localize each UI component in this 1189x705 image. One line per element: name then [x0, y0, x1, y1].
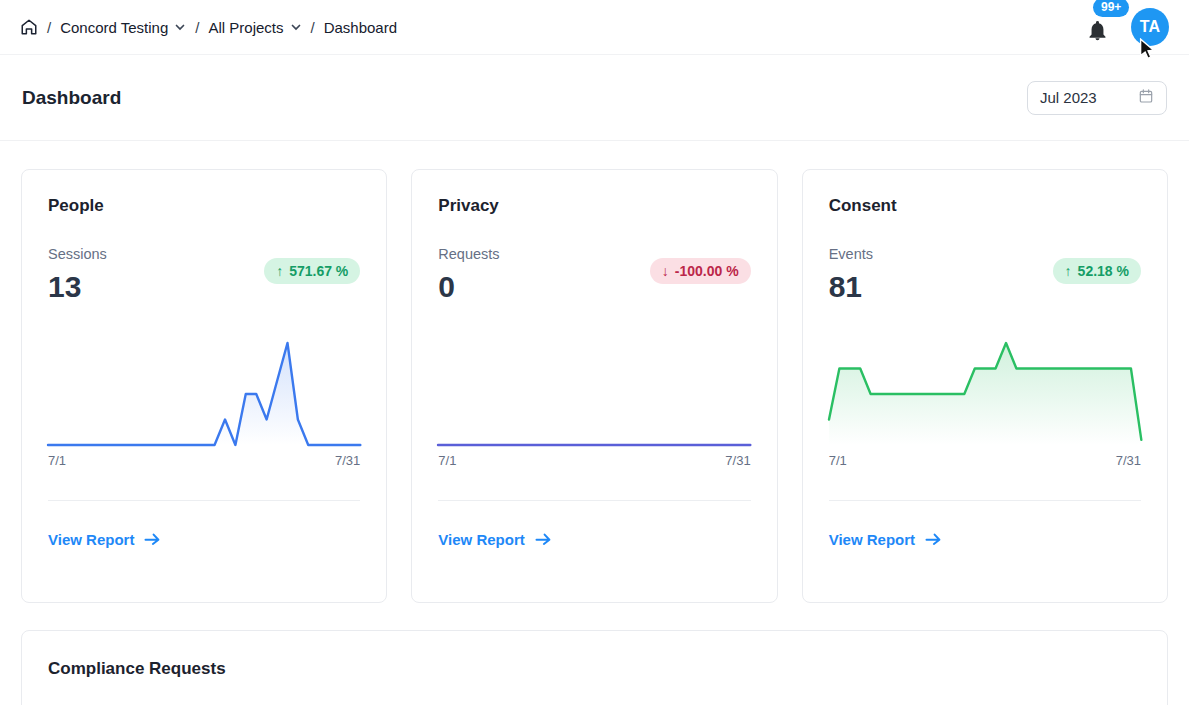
card-divider	[48, 500, 360, 501]
breadcrumb-item-organization[interactable]: Concord Testing	[60, 19, 186, 36]
calendar-icon	[1138, 88, 1154, 107]
arrow-right-icon	[144, 529, 161, 549]
breadcrumb-separator: /	[47, 19, 51, 36]
arrow-right-icon	[925, 529, 942, 549]
change-badge: ↑ 52.18 %	[1053, 258, 1141, 284]
change-badge: ↓ -100.00 %	[650, 258, 751, 284]
month-picker-input[interactable]: Jul 2023	[1027, 81, 1167, 115]
view-report-link[interactable]: View Report	[829, 529, 1141, 549]
x-axis-start-label: 7/1	[438, 453, 456, 468]
consent-card: Consent Events 81 ↑ 52.18 % 7/1 7/31	[802, 169, 1168, 603]
card-title: Consent	[829, 196, 1141, 216]
events-sparkline-chart	[829, 341, 1141, 447]
requests-sparkline-chart	[438, 341, 750, 447]
x-axis-end-label: 7/31	[1116, 453, 1141, 468]
card-divider	[829, 500, 1141, 501]
breadcrumb-item-current-page[interactable]: Dashboard	[324, 19, 397, 36]
metric-value: 0	[438, 270, 499, 303]
x-axis-start-label: 7/1	[829, 453, 847, 468]
home-icon[interactable]	[20, 18, 38, 36]
dashboard-content: People Sessions 13 ↑ 571.67 % 7/1 7/31	[0, 141, 1189, 705]
view-report-link[interactable]: View Report	[48, 529, 360, 549]
compliance-requests-title: Compliance Requests	[48, 659, 1141, 679]
metric-cards-row: People Sessions 13 ↑ 571.67 % 7/1 7/31	[21, 169, 1168, 603]
metric-value: 81	[829, 270, 873, 303]
arrow-down-icon: ↓	[662, 263, 669, 279]
view-report-link[interactable]: View Report	[438, 529, 750, 549]
compliance-requests-card: Compliance Requests	[21, 630, 1168, 705]
breadcrumb-separator: /	[195, 19, 199, 36]
x-axis-end-label: 7/31	[725, 453, 750, 468]
sessions-sparkline-chart	[48, 341, 360, 447]
privacy-card: Privacy Requests 0 ↓ -100.00 % 7/1 7/31	[411, 169, 777, 603]
arrow-up-icon: ↑	[276, 263, 283, 279]
breadcrumb: / Concord Testing / All Projects / Dashb…	[20, 18, 397, 36]
page-header: Dashboard Jul 2023	[0, 55, 1189, 141]
x-axis-end-label: 7/31	[335, 453, 360, 468]
x-axis-start-label: 7/1	[48, 453, 66, 468]
month-picker-value: Jul 2023	[1040, 89, 1097, 106]
topbar-actions: 99+ TA	[1086, 8, 1173, 46]
bell-icon	[1086, 28, 1109, 45]
change-badge: ↑ 571.67 %	[264, 258, 360, 284]
arrow-up-icon: ↑	[1065, 263, 1072, 279]
metric-value: 13	[48, 270, 107, 303]
chevron-down-icon	[174, 21, 186, 33]
top-navigation-bar: / Concord Testing / All Projects / Dashb…	[0, 0, 1189, 55]
card-divider	[438, 500, 750, 501]
notification-count-badge: 99+	[1093, 0, 1129, 17]
chevron-down-icon	[290, 21, 302, 33]
metric-label: Events	[829, 246, 873, 262]
notifications-button[interactable]: 99+	[1086, 19, 1109, 46]
card-title: People	[48, 196, 360, 216]
card-title: Privacy	[438, 196, 750, 216]
metric-label: Requests	[438, 246, 499, 262]
metric-label: Sessions	[48, 246, 107, 262]
breadcrumb-item-project[interactable]: All Projects	[208, 19, 301, 36]
page-title: Dashboard	[22, 87, 121, 109]
arrow-right-icon	[535, 529, 552, 549]
user-avatar[interactable]: TA	[1131, 8, 1169, 46]
breadcrumb-separator: /	[311, 19, 315, 36]
people-card: People Sessions 13 ↑ 571.67 % 7/1 7/31	[21, 169, 387, 603]
